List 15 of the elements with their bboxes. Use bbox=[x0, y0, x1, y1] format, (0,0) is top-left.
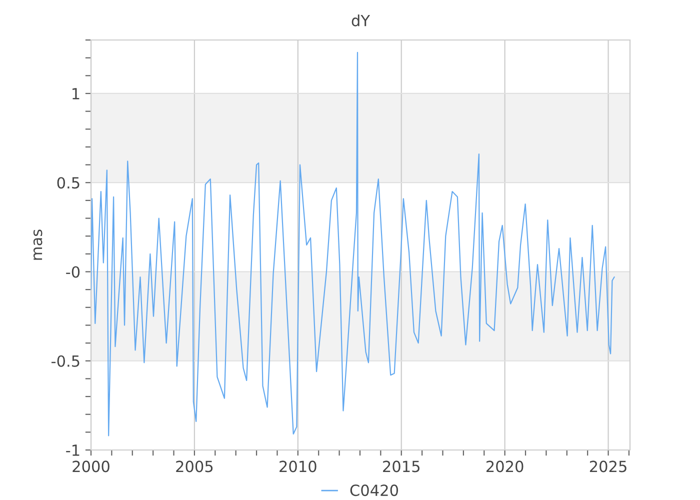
x-tick-label: 2015 bbox=[383, 460, 420, 472]
y-tick-label: 1 bbox=[72, 88, 80, 100]
y-tick-label: -0.5 bbox=[52, 355, 80, 367]
y-tick-label: -1 bbox=[66, 444, 80, 456]
x-tick-label: 2005 bbox=[176, 460, 213, 472]
y-tick-label: 0.5 bbox=[57, 177, 80, 189]
x-tick-label: 2000 bbox=[72, 460, 110, 472]
y-axis-title: mas bbox=[33, 230, 42, 260]
line-series bbox=[91, 52, 615, 436]
legend-label: C0420 bbox=[350, 484, 398, 496]
x-tick-label: 2025 bbox=[590, 460, 626, 472]
chart-title: dY bbox=[352, 14, 370, 26]
x-tick-label: 2020 bbox=[486, 460, 524, 472]
y-tick-label: -0 bbox=[66, 266, 80, 278]
x-tick-label: 2010 bbox=[280, 460, 316, 472]
